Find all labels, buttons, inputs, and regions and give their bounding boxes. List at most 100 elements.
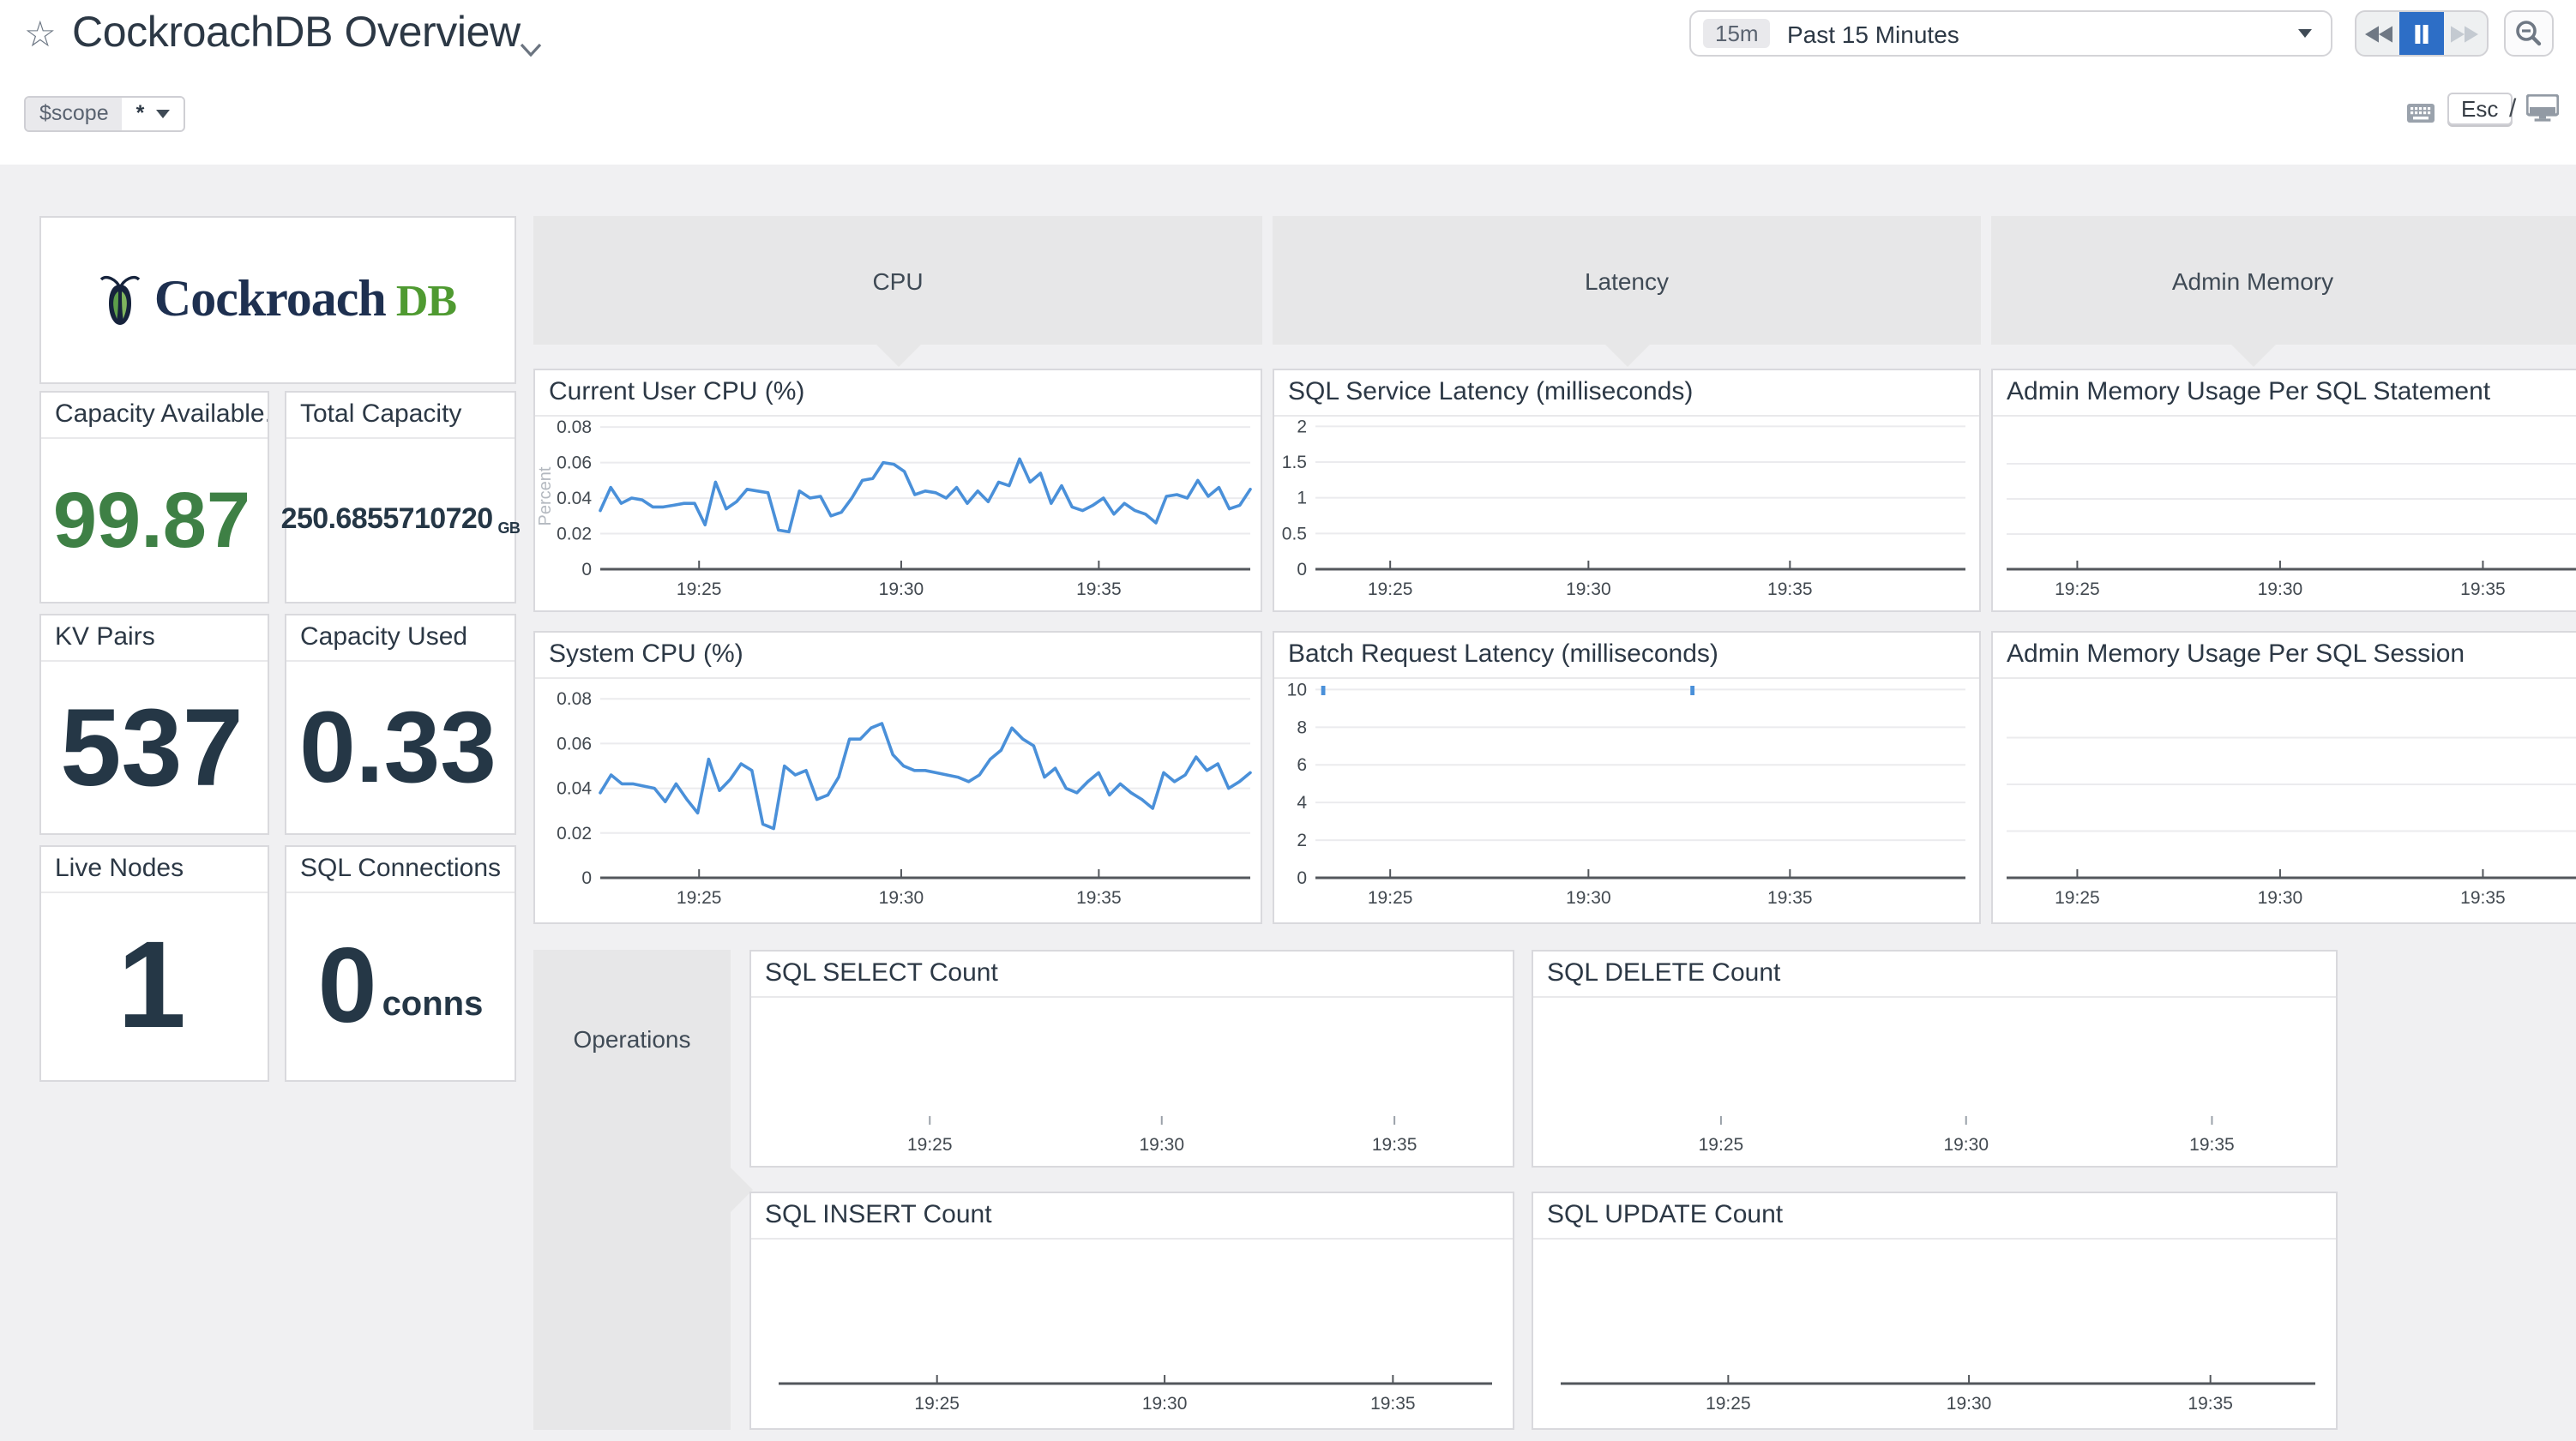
favorite-star-icon[interactable]: ☆ <box>24 15 57 57</box>
chart-batch-request-latency[interactable]: Batch Request Latency (milliseconds) 024… <box>1273 631 1981 924</box>
page-title[interactable]: CockroachDB Overview <box>72 9 521 58</box>
stat-total-capacity[interactable]: Total Capacity 250.6855710720GB <box>285 391 516 603</box>
svg-text:19:30: 19:30 <box>879 888 924 908</box>
shortcut-separator: / <box>2509 94 2516 123</box>
chart-title: SQL DELETE Count <box>1533 952 2336 998</box>
svg-text:19:35: 19:35 <box>2460 579 2506 599</box>
svg-text:10: 10 <box>1287 680 1307 699</box>
svg-text:19:30: 19:30 <box>1566 579 1611 599</box>
group-label: CPU <box>872 267 923 294</box>
svg-text:2: 2 <box>1297 417 1307 436</box>
svg-text:19:30: 19:30 <box>879 579 924 599</box>
chart-plot-area: 00.511.5219:2519:3019:35 <box>1274 415 1979 610</box>
svg-text:6: 6 <box>1297 755 1307 775</box>
svg-text:1: 1 <box>1297 489 1307 508</box>
group-label: Latency <box>1585 267 1669 294</box>
group-pointer <box>1604 345 1649 367</box>
svg-text:19:25: 19:25 <box>677 888 722 908</box>
svg-text:19:25: 19:25 <box>2055 579 2100 599</box>
group-header-cpu[interactable]: CPU <box>533 216 1262 345</box>
zoom-out-button[interactable] <box>2504 10 2554 57</box>
stat-kv-pairs[interactable]: KV Pairs 537 <box>39 614 269 835</box>
stat-capacity-available[interactable]: Capacity Available... 99.87 <box>39 391 269 603</box>
stat-title: Total Capacity <box>286 393 515 439</box>
template-variable-name: $scope <box>26 98 123 130</box>
chart-plot-area: 19:25 19:30 19:35 <box>751 1238 1513 1428</box>
svg-text:0.06: 0.06 <box>557 453 592 473</box>
chevron-down-icon[interactable] <box>520 34 542 65</box>
forward-button[interactable] <box>2443 12 2487 55</box>
stat-sql-connections[interactable]: SQL Connections 0conns <box>285 845 516 1082</box>
header-bar: ☆ CockroachDB Overview 15m Past 15 Minut… <box>0 0 2576 165</box>
group-pointer <box>2230 345 2275 367</box>
tv-mode-button[interactable] <box>2526 94 2559 130</box>
time-range-selector[interactable]: 15m Past 15 Minutes <box>1689 10 2332 57</box>
svg-text:0.02: 0.02 <box>557 824 592 844</box>
chart-title: System CPU (%) <box>535 633 1261 679</box>
chart-admin-memory-per-sql-statement[interactable]: Admin Memory Usage Per SQL Statement 19:… <box>1991 369 2576 612</box>
group-label: Operations <box>574 1025 691 1053</box>
chart-title: SQL UPDATE Count <box>1533 1193 2336 1240</box>
group-header-operations[interactable]: Operations <box>533 950 731 1430</box>
chart-current-user-cpu[interactable]: Current User CPU (%) 00.020.040.060.0819… <box>533 369 1262 612</box>
chart-sql-update-count[interactable]: SQL UPDATE Count 19:2519:3019:35 <box>1532 1192 2338 1430</box>
chart-plot-area: 00.020.040.060.0819:2519:3019:35 <box>535 677 1261 922</box>
chart-admin-memory-per-sql-session[interactable]: Admin Memory Usage Per SQL Session 19:25… <box>1991 631 2576 924</box>
chart-plot-area: 19:2519:3019:35 <box>1533 996 2336 1166</box>
cockroachdb-wordmark: CockroachDB <box>154 271 456 329</box>
stat-capacity-used[interactable]: Capacity Used 0.33 <box>285 614 516 835</box>
template-variable-scope[interactable]: $scope * <box>24 96 185 132</box>
rewind-button[interactable] <box>2356 12 2400 55</box>
svg-text:0.04: 0.04 <box>557 489 592 508</box>
chart-sql-select-count[interactable]: SQL SELECT Count 19:2519:3019:35 <box>749 950 1514 1168</box>
rewind-icon <box>2363 23 2392 44</box>
svg-text:19:35: 19:35 <box>1370 1394 1416 1414</box>
stat-live-nodes[interactable]: Live Nodes 1 <box>39 845 269 1082</box>
time-range-label: Past 15 Minutes <box>1787 21 1959 48</box>
template-variable-value: * <box>123 98 184 130</box>
stat-value: 1 <box>41 892 268 1080</box>
svg-text:0: 0 <box>1297 868 1307 888</box>
group-header-latency[interactable]: Latency <box>1273 216 1981 345</box>
svg-text:19:30: 19:30 <box>1566 888 1611 908</box>
chart-sql-service-latency[interactable]: SQL Service Latency (milliseconds) 00.51… <box>1273 369 1981 612</box>
cockroachdb-logo-card[interactable]: CockroachDB <box>39 216 516 384</box>
chart-system-cpu[interactable]: System CPU (%) 00.020.040.060.0819:2519:… <box>533 631 1262 924</box>
svg-text:19:25: 19:25 <box>914 1394 960 1414</box>
stat-value: 250.6855710720GB <box>286 437 515 602</box>
chart-plot-area: 00.020.040.060.0819:2519:3019:35Percent <box>535 415 1261 610</box>
stat-title: SQL Connections <box>286 847 515 893</box>
svg-text:19:30: 19:30 <box>1947 1394 1992 1414</box>
group-label: Admin Memory <box>2172 267 2333 294</box>
svg-text:19:30: 19:30 <box>1139 1135 1184 1155</box>
pause-button[interactable] <box>2400 12 2444 55</box>
dropdown-caret-icon <box>156 110 170 118</box>
svg-text:1.5: 1.5 <box>1282 453 1307 472</box>
chart-title: SQL Service Latency (milliseconds) <box>1274 370 1979 417</box>
chart-sql-delete-count[interactable]: SQL DELETE Count 19:2519:3019:35 <box>1532 950 2338 1168</box>
svg-text:19:30: 19:30 <box>2258 888 2303 908</box>
svg-text:0.5: 0.5 <box>1282 524 1307 543</box>
stat-value: 537 <box>41 660 268 833</box>
dropdown-caret-icon <box>2298 29 2312 38</box>
chart-plot-area: 19:25 19:30 19:35 <box>1993 415 2576 610</box>
svg-text:19:30: 19:30 <box>1142 1394 1188 1414</box>
svg-text:19:25: 19:25 <box>1368 579 1413 599</box>
svg-text:19:25: 19:25 <box>677 579 722 599</box>
pause-icon <box>2410 21 2434 45</box>
group-header-admin-memory[interactable]: Admin Memory <box>1991 216 2576 345</box>
monitor-icon <box>2526 94 2559 122</box>
svg-text:19:25: 19:25 <box>907 1135 953 1155</box>
svg-text:0.08: 0.08 <box>557 417 592 437</box>
chart-sql-insert-count[interactable]: SQL INSERT Count 19:25 19:30 19:35 <box>749 1192 1514 1430</box>
svg-text:8: 8 <box>1297 717 1307 737</box>
svg-text:0.08: 0.08 <box>557 689 592 709</box>
chart-title: SQL INSERT Count <box>751 1193 1513 1240</box>
svg-text:Percent: Percent <box>536 466 555 525</box>
svg-text:19:30: 19:30 <box>2258 579 2303 599</box>
svg-text:19:35: 19:35 <box>1372 1135 1417 1155</box>
group-pointer <box>876 345 920 367</box>
stat-title: KV Pairs <box>41 615 268 662</box>
time-range-badge: 15m <box>1703 19 1771 48</box>
svg-text:19:30: 19:30 <box>1943 1135 1989 1155</box>
